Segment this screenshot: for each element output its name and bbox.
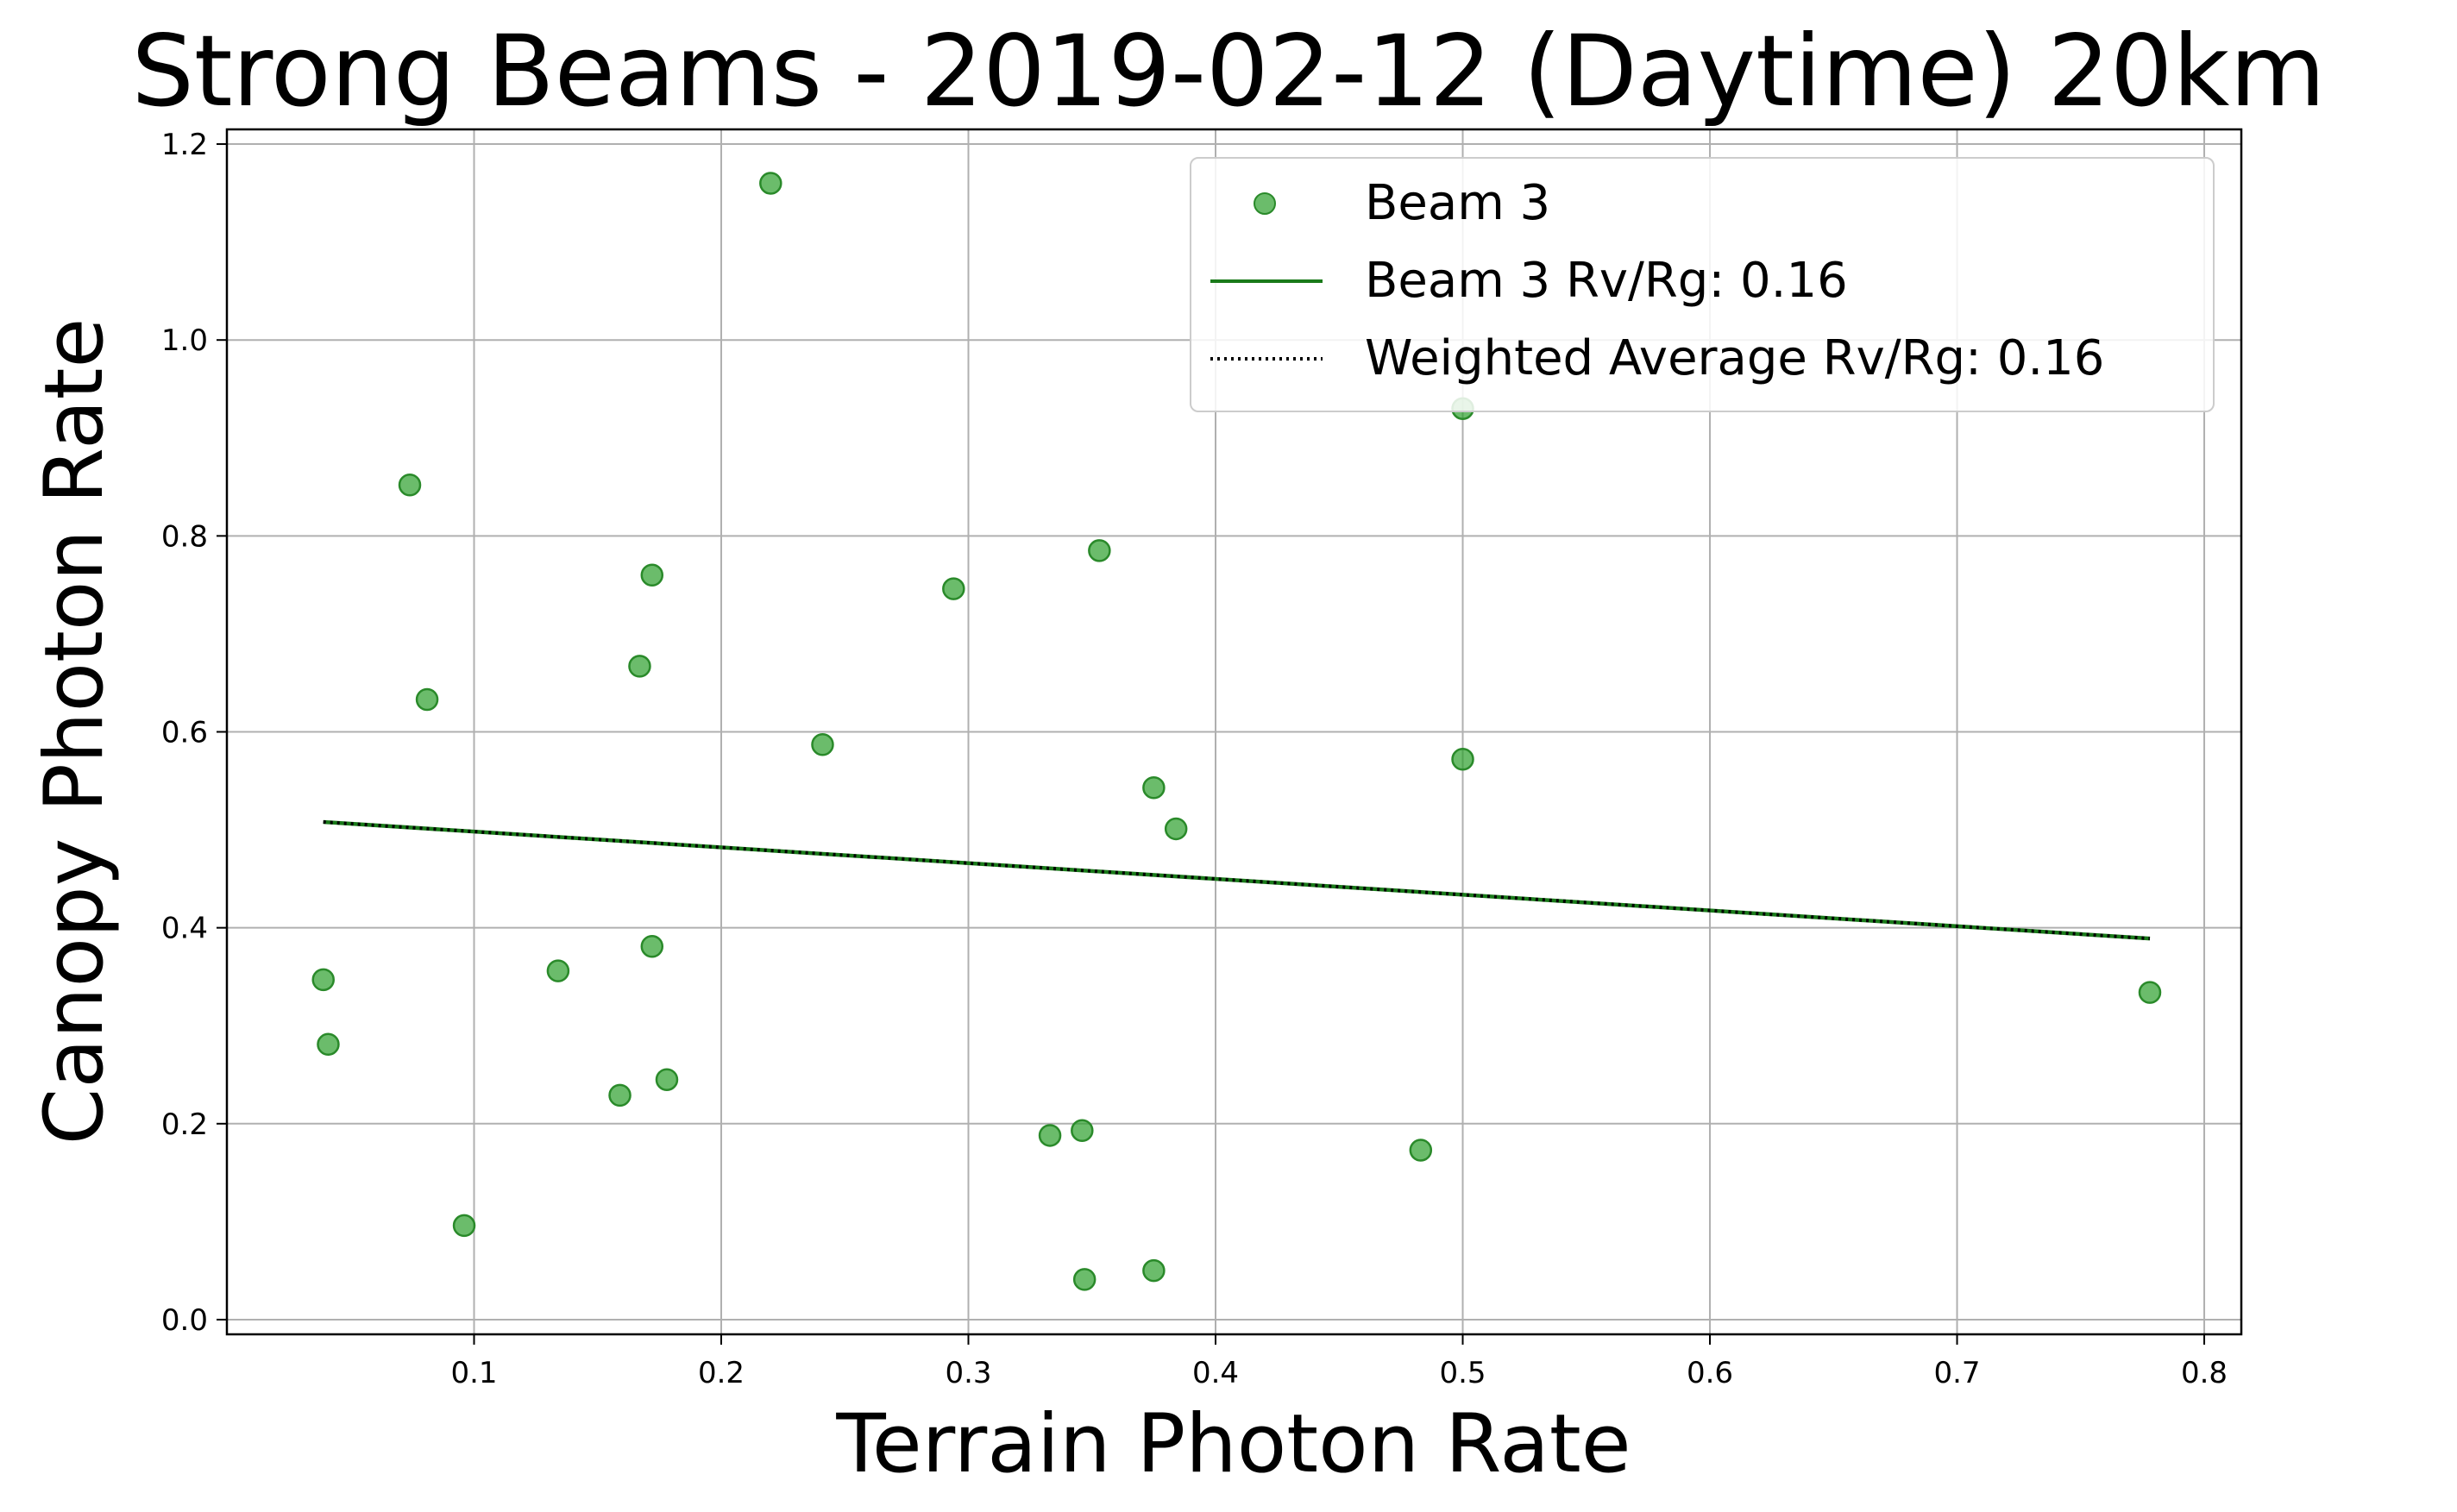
x-tick-label: 0.6 [1687, 1356, 1733, 1390]
data-point [1038, 1124, 1062, 1147]
x-tick-label: 0.1 [450, 1356, 497, 1390]
data-point [942, 577, 965, 600]
legend-label-beam-3: Beam 3 [1365, 175, 1550, 231]
data-point [1142, 775, 1166, 800]
legend-marker-beam-3 [1254, 192, 1276, 215]
data-point [415, 687, 439, 712]
data-point [608, 1083, 632, 1107]
data-point [398, 474, 422, 497]
y-tick-label: 0.2 [161, 1107, 208, 1142]
data-point [1142, 1258, 1166, 1283]
data-point [311, 968, 335, 992]
y-tick-label: 0.6 [161, 716, 208, 750]
weighted-average-line [323, 819, 2151, 941]
trend-lines [323, 819, 2151, 941]
data-point [452, 1214, 476, 1238]
axis-ticks: 0.1 0.2 0.3 0.4 0.5 0.6 0.7 0.8 0.0 0.2 0.4 0.6 0.8 1… [161, 128, 2228, 1390]
x-tick-label: 0.8 [2181, 1356, 2228, 1390]
data-point [655, 1068, 679, 1091]
data-point [1409, 1139, 1433, 1162]
x-axis-label: Terrain Photon Rate [835, 1397, 1631, 1491]
y-tick-label: 1.2 [161, 128, 208, 162]
y-axis-label: Canopy Photon Rate [28, 318, 122, 1145]
legend-label-weighted-average: Weighted Average Rv/Rg: 0.16 [1365, 330, 2104, 386]
data-point [811, 733, 834, 756]
data-point [317, 1032, 340, 1057]
chart-title: Strong Beams - 2019-02-12 (Daytime) 20km [131, 14, 2325, 129]
y-tick-label: 0.0 [161, 1303, 208, 1338]
x-tick-label: 0.5 [1439, 1356, 1486, 1390]
legend-box [1190, 157, 2215, 412]
y-tick-label: 0.4 [161, 912, 208, 946]
x-tick-label: 0.7 [1933, 1356, 1980, 1390]
y-tick-label: 1.0 [161, 323, 208, 358]
data-point [759, 172, 782, 195]
legend-label-beam-rvrg: Beam 3 Rv/Rg: 0.16 [1365, 253, 1848, 309]
data-point [546, 959, 570, 982]
data-point [1072, 1268, 1097, 1291]
data-point [640, 563, 664, 587]
data-point [2138, 981, 2162, 1004]
data-point [1071, 1119, 1094, 1143]
data-point [1088, 539, 1111, 562]
y-tick-label: 0.8 [161, 519, 208, 554]
data-point [1164, 817, 1188, 841]
x-tick-label: 0.2 [698, 1356, 745, 1390]
data-point [628, 655, 651, 678]
legend: Beam 3 Beam 3 Rv/Rg: 0.16 Weighted Avera… [1190, 157, 2215, 412]
data-point [1451, 748, 1474, 771]
x-tick-label: 0.3 [945, 1356, 991, 1390]
data-point [640, 934, 664, 958]
x-tick-label: 0.4 [1192, 1356, 1239, 1390]
